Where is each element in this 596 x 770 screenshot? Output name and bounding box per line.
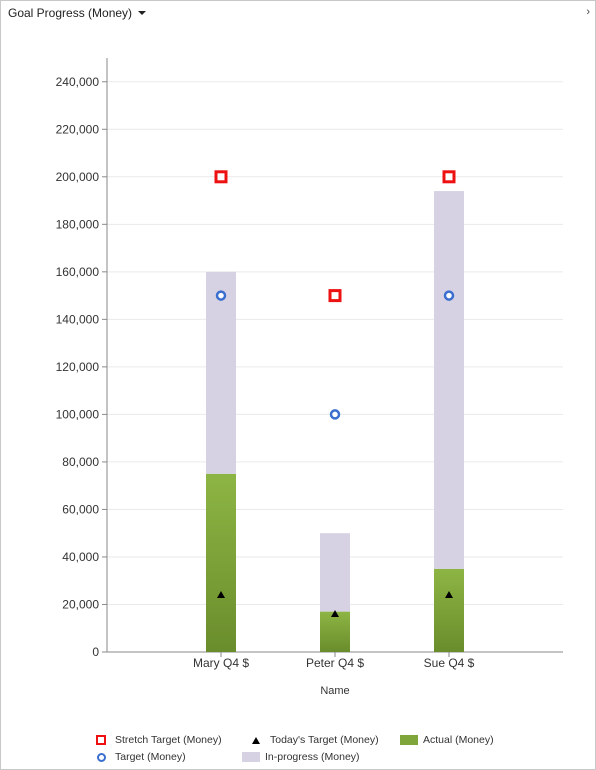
y-tick-label: 140,000: [56, 312, 100, 326]
y-tick-label: 200,000: [56, 170, 100, 184]
actual-bar: [206, 473, 236, 652]
chart-selector[interactable]: Goal Progress (Money): [8, 6, 147, 20]
x-axis-label: Name: [320, 685, 349, 697]
legend-item-target[interactable]: Target (Money): [91, 751, 186, 763]
in-progress-bar: [320, 533, 350, 612]
legend-item-stretch-target[interactable]: Stretch Target (Money): [91, 734, 222, 746]
target-marker: [443, 290, 455, 301]
bar-swatch-icon: [399, 735, 419, 746]
y-tick-label: 240,000: [56, 75, 100, 89]
square-marker-icon: [91, 735, 111, 746]
circle-marker-icon: [91, 752, 111, 763]
legend-item-todays-target[interactable]: Today's Target (Money): [246, 734, 379, 746]
y-tick-label: 20,000: [62, 597, 99, 611]
y-tick-label: 100,000: [56, 407, 100, 421]
legend-label: Target (Money): [115, 751, 186, 763]
stretch-target-marker: [328, 289, 342, 303]
in-progress-bar: [434, 191, 464, 569]
y-tick-label: 120,000: [56, 360, 100, 374]
y-tick-label: 80,000: [62, 455, 99, 469]
legend-label: Stretch Target (Money): [115, 734, 222, 746]
x-tick-label: Sue Q4 $: [424, 656, 475, 670]
actual-bar: [320, 611, 350, 652]
todays-target-marker: [217, 590, 225, 598]
target-marker: [329, 409, 341, 420]
y-tick-label: 60,000: [62, 502, 99, 516]
legend-label: In-progress (Money): [265, 751, 360, 763]
target-marker: [215, 290, 227, 301]
chart-title: Goal Progress (Money): [8, 6, 133, 20]
chart-header: Goal Progress (Money) ›: [1, 1, 595, 27]
stretch-target-marker: [214, 170, 228, 184]
y-tick-label: 0: [92, 645, 99, 659]
chevron-down-icon[interactable]: [138, 11, 147, 15]
markers: [214, 170, 456, 617]
chart-plot: 0 20,000 40,000 60,000 80,000 100,000 120,000 1…: [56, 58, 563, 697]
x-tick-label: Peter Q4 $: [306, 656, 364, 670]
legend-item-actual[interactable]: Actual (Money): [399, 734, 494, 746]
chart-legend: Stretch Target (Money) Today's Target (M…: [91, 732, 531, 768]
todays-target-marker: [331, 609, 339, 617]
x-tick-label: Mary Q4 $: [193, 656, 249, 670]
legend-label: Actual (Money): [423, 734, 494, 746]
y-tick-label: 40,000: [62, 550, 99, 564]
bars: [206, 191, 464, 652]
stretch-target-marker: [442, 170, 456, 184]
y-tick-label: 220,000: [56, 122, 100, 136]
triangle-marker-icon: [246, 735, 266, 746]
y-tick-label: 160,000: [56, 265, 100, 279]
todays-target-marker: [445, 590, 453, 598]
in-progress-bar: [206, 271, 236, 474]
legend-item-in-progress[interactable]: In-progress (Money): [241, 751, 360, 763]
y-tick-label: 180,000: [56, 217, 100, 231]
bar-swatch-icon: [241, 752, 261, 763]
tick-labels: 0 20,000 40,000 60,000 80,000 100,000 120,000 1…: [56, 75, 475, 670]
actual-bar: [434, 568, 464, 652]
gridlines: [107, 81, 563, 605]
legend-label: Today's Target (Money): [270, 734, 379, 746]
chevron-right-icon[interactable]: ›: [586, 6, 590, 18]
